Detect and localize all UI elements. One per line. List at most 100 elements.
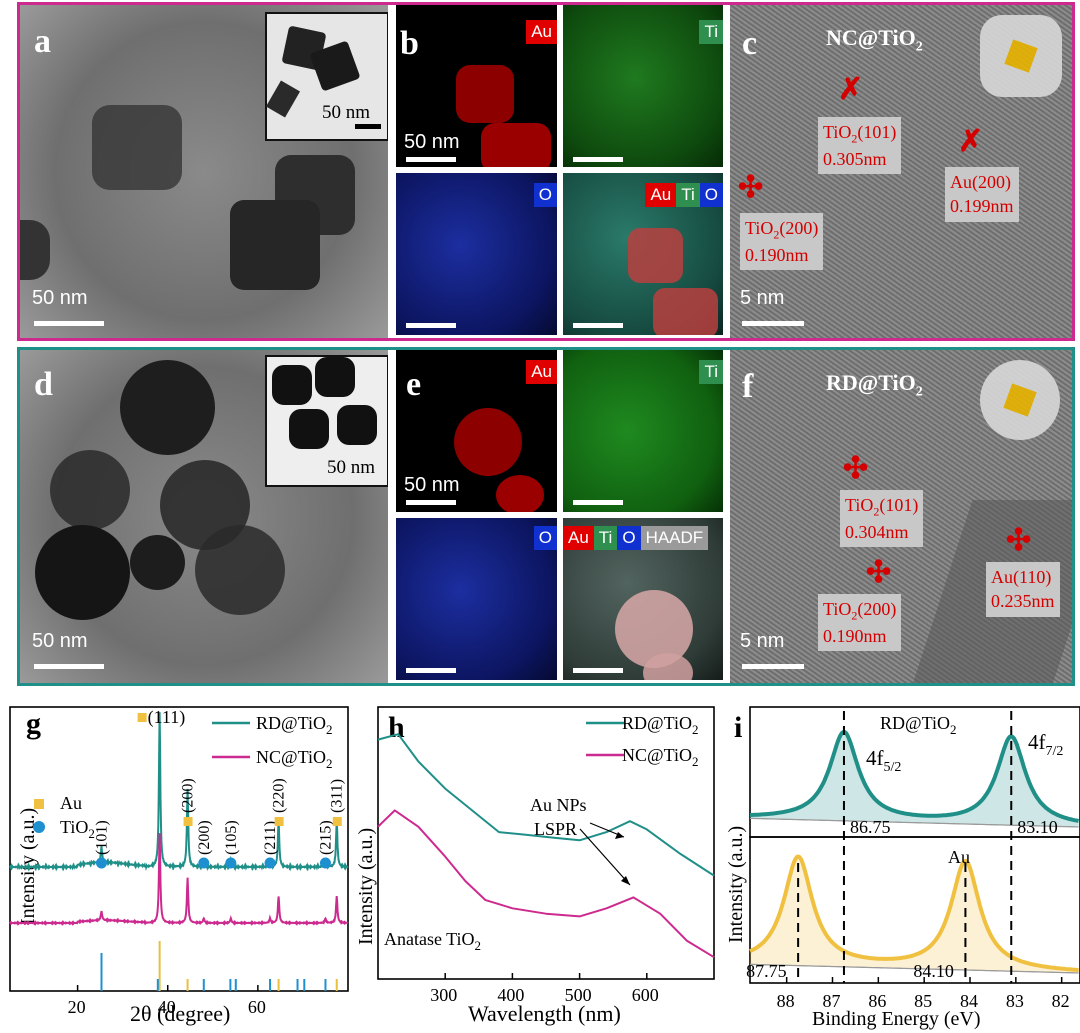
- g-peak-marker: [332, 817, 342, 826]
- i-bottom-title: Au: [948, 847, 970, 867]
- nanoparticle: [230, 200, 320, 290]
- g-x-ticks: 20 40 60: [68, 985, 266, 1017]
- g-peak-marker: [319, 857, 331, 869]
- panel-b-map-o: O: [396, 173, 557, 335]
- i-top-spectrum-background: [750, 817, 1079, 828]
- panel-letter-a: a: [34, 23, 51, 60]
- overlay-tag-au: Au: [645, 183, 677, 208]
- i-orbital-4f72: 4f7/2: [1028, 730, 1063, 759]
- g-peak-marker: [198, 857, 210, 869]
- scale-label-b: 50 nm: [404, 131, 460, 153]
- element-tag-au: Au: [526, 20, 557, 45]
- g-peak-marker: [183, 817, 193, 826]
- h-annotation-lspr-1: Au NPs: [530, 795, 587, 815]
- overlay-tag-au: Au: [563, 526, 594, 551]
- i-tick-label: 85: [914, 991, 932, 1011]
- scale-bar: [573, 500, 623, 505]
- i-top-spectrum-line: [749, 729, 1080, 823]
- inset-image: 50 nm: [265, 355, 388, 487]
- g-peak-label: (200): [180, 778, 197, 813]
- overlay-tag-o: O: [699, 183, 723, 208]
- g-x-axis-title: 2θ (degree): [130, 1001, 230, 1026]
- panel-letter-e: e: [406, 366, 422, 403]
- i-top-peak-label: 86.75: [850, 817, 891, 837]
- lattice-marker: ✣: [738, 171, 764, 204]
- scale-bar-a: [34, 321, 104, 326]
- panel-b-map-ti: Ti: [563, 5, 723, 167]
- top-row-frame: [17, 2, 1075, 341]
- i-y-axis-title: Intensity (a.u.): [725, 826, 747, 943]
- g-legend-nc: NC@TiO2: [256, 747, 332, 771]
- h-tick-label: 500: [565, 985, 592, 1005]
- scale-bar-d: [34, 664, 104, 669]
- overlay-tag-ti: Ti: [593, 526, 618, 551]
- panel-d-tem-image: d 50 nm 50 nm: [20, 350, 388, 683]
- g-peak-label: (200): [196, 820, 213, 855]
- g-peak-label: (105): [223, 820, 240, 855]
- i-top-peak-label: 83.10: [1017, 817, 1058, 837]
- lattice-label-au-110: Au(110) 0.235nm: [986, 562, 1060, 617]
- chart-g-xrd: g Intensity (a.u.) (101)(111)(200)(200)(…: [9, 706, 349, 1026]
- scale-label-e: 50 nm: [404, 474, 460, 496]
- lattice-label-tio2-200: TiO2(200) 0.190nm: [818, 594, 902, 652]
- g-marker-tio2: TiO2: [60, 817, 95, 841]
- lattice-label-tio2-200: TiO2(200) 0.190nm: [740, 213, 824, 271]
- panel-letter-d: d: [34, 366, 53, 403]
- panel-e-map-o: O: [396, 518, 557, 680]
- h-legend-rd: RD@TiO2: [622, 713, 698, 737]
- overlay-tag-haadf: HAADF: [640, 526, 709, 551]
- i-plot-area: 86.75 83.10 87.75 84.10: [746, 711, 1080, 983]
- core-shell-schematic: [980, 15, 1062, 97]
- scale-bar-e: [406, 500, 456, 505]
- inset-scale-label: 50 nm: [322, 102, 371, 123]
- g-peak-label: (101): [93, 820, 110, 855]
- g-peak-label: (311): [329, 779, 346, 813]
- g-peak-marker: [95, 857, 107, 869]
- element-tag-ti: Ti: [699, 20, 723, 45]
- element-tag-o: O: [533, 183, 557, 208]
- overlay-tag-ti: Ti: [676, 183, 700, 208]
- h-tick-label: 400: [497, 985, 524, 1005]
- g-peak-marker: [274, 817, 284, 826]
- scale-bar-f: [742, 664, 804, 669]
- i-top-spectrum-fill: [750, 731, 1079, 827]
- i-bottom-peak-label: 87.75: [746, 961, 787, 981]
- g-peak-marker: [264, 857, 276, 869]
- g-tick-label: 20: [68, 997, 86, 1017]
- lattice-marker: ✗: [958, 125, 984, 158]
- lattice-label-au-200: Au(200) 0.199nm: [945, 167, 1019, 222]
- i-x-axis-title: Binding Energy (eV): [812, 1008, 981, 1030]
- inset-scale-bar: [355, 124, 381, 129]
- lattice-marker: ✗: [838, 73, 864, 106]
- h-y-axis-title: Intensity (a.u.): [358, 828, 377, 945]
- g-tick-label: 40: [158, 997, 176, 1017]
- lattice-marker: ✣: [866, 556, 892, 589]
- element-tag-o: O: [533, 526, 557, 551]
- g-legend-rd: RD@TiO2: [256, 713, 332, 737]
- i-x-ticks: 88 87 86 85 84 83 82: [777, 977, 1070, 1011]
- i-bottom-spectrum-background: [750, 963, 1079, 974]
- i-bottom-peak-label: 84.10: [913, 961, 954, 981]
- panel-a-tem-image: a 50 nm 50 nm: [20, 5, 388, 338]
- h-series-rd: [377, 733, 715, 877]
- i-tick-label: 87: [823, 991, 841, 1011]
- panel-e-map-au: e Au 50 nm: [396, 350, 557, 512]
- scale-bar: [406, 668, 456, 673]
- i-tick-label: 84: [960, 991, 978, 1011]
- scale-bar-c: [742, 321, 804, 326]
- panel-c-hrtem-image: c NC@TiO2 ✗ TiO2(101) 0.305nm ✗ Au(200) 0.…: [730, 5, 1072, 338]
- nanoparticle: [92, 105, 182, 190]
- scale-label-c: 5 nm: [740, 287, 785, 309]
- h-annotation-lspr-2: LSPR: [534, 819, 577, 839]
- i-orbital-4f52: 4f5/2: [866, 746, 901, 775]
- scale-bar: [573, 157, 623, 162]
- scale-bar: [573, 668, 623, 673]
- element-tag-ti: Ti: [699, 360, 723, 385]
- i-bottom-spectrum-line: [749, 854, 1080, 973]
- lattice-marker: ✣: [1006, 524, 1032, 557]
- g-peak-marker: [137, 713, 147, 722]
- panel-letter-g: g: [26, 707, 41, 740]
- scale-bar-b: [406, 157, 456, 162]
- panel-letter-f: f: [742, 368, 754, 405]
